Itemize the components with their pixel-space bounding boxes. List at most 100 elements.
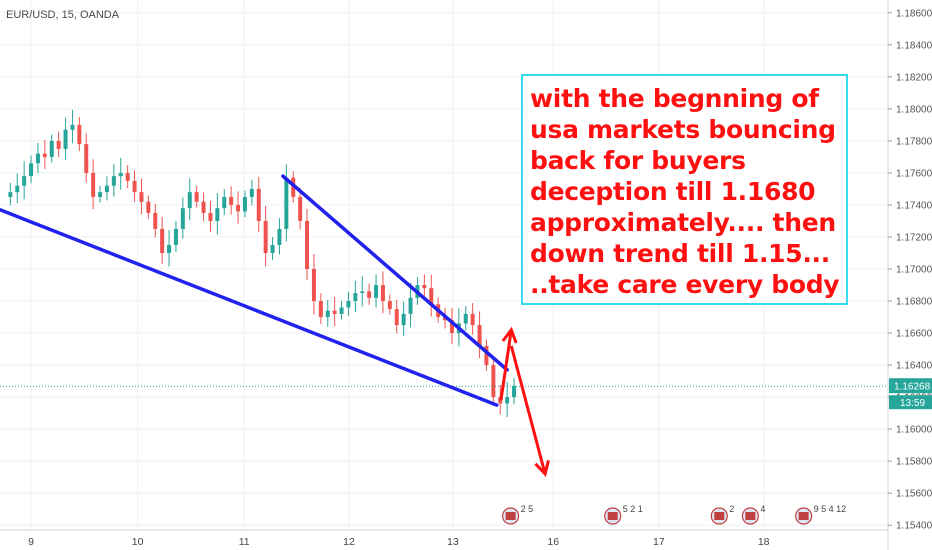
countdown-label: 13:59 (900, 398, 925, 409)
candle-body (498, 397, 503, 404)
y-tick-label: 1.16800 (896, 297, 932, 308)
candle-body (173, 228, 178, 245)
y-tick-label: 1.18400 (896, 40, 932, 51)
arrow-head[interactable] (501, 326, 518, 344)
candle-body (360, 291, 365, 294)
candle-body (463, 313, 468, 324)
candle-body (22, 176, 27, 186)
candle-body (222, 196, 227, 209)
annotation-box: with the begnning of usa markets bouncin… (521, 74, 848, 305)
y-tick-label: 1.15800 (896, 457, 932, 468)
candle-body (236, 204, 241, 212)
event-count-label: 2 (729, 504, 734, 514)
candle-body (194, 192, 199, 202)
candle-body (146, 201, 151, 213)
candle-body (187, 192, 192, 209)
candle-body (15, 185, 20, 193)
candle-body (49, 140, 54, 157)
arrow-shaft[interactable] (509, 345, 547, 475)
candle-body (242, 196, 247, 212)
candle-body (394, 309, 399, 326)
candle-body (180, 208, 185, 229)
y-tick-label: 1.18200 (896, 72, 932, 83)
event-count-label: 2 5 (521, 504, 534, 514)
candle-body (512, 385, 517, 398)
event-count-label: 5 2 1 (623, 504, 643, 514)
candle-body (429, 288, 434, 305)
y-tick-label: 1.17400 (896, 200, 932, 211)
candle-body (318, 301, 323, 318)
event-count-label: 4 (760, 504, 765, 514)
candle-body (167, 244, 172, 253)
annotation-line: deception till 1.1680 (530, 177, 816, 206)
candle-body (325, 310, 330, 318)
x-tick-label: 10 (132, 536, 144, 548)
candle-body (118, 172, 123, 177)
candle-body (491, 365, 496, 398)
candle-body (98, 192, 103, 197)
y-tick-label: 1.17800 (896, 136, 932, 147)
candle-body (104, 185, 109, 193)
y-tick-label: 1.16600 (896, 329, 932, 340)
candle-body (311, 269, 316, 302)
candle-body (153, 212, 158, 229)
y-tick-label: 1.16400 (896, 361, 932, 372)
candle-body (505, 397, 510, 404)
candle-body (298, 196, 303, 221)
candle-body (353, 293, 358, 302)
candle-body (42, 153, 47, 157)
x-tick-label: 11 (239, 536, 250, 548)
candle-body (484, 345, 489, 366)
y-tick-label: 1.18600 (896, 8, 932, 19)
candle-body (91, 172, 96, 197)
x-tick-label: 16 (547, 536, 559, 548)
candle-body (160, 228, 165, 253)
arrow-head[interactable] (534, 460, 550, 477)
annotation-line: with the begnning of (530, 84, 819, 113)
x-tick-label: 18 (758, 536, 770, 548)
event-flag-stripe (607, 512, 618, 520)
trendline[interactable] (0, 208, 499, 407)
countdown-badge (889, 395, 932, 410)
candle-body (270, 244, 275, 253)
arrow-shaft[interactable] (499, 329, 513, 401)
event-flag-stripe (745, 512, 756, 520)
event-count-label: 9 5 4 12 (814, 504, 847, 514)
candle-body (215, 208, 220, 221)
y-tick-label: 1.18000 (896, 104, 932, 115)
x-tick-label: 9 (28, 536, 34, 548)
candle-body (263, 220, 268, 253)
candle-body (284, 177, 289, 229)
y-tick-label: 1.15400 (896, 521, 932, 532)
candle-body (208, 212, 213, 221)
candle-body (111, 176, 116, 186)
candle-body (63, 129, 68, 149)
candle-body (367, 291, 372, 298)
event-flag-stripe (798, 512, 809, 520)
candle-body (132, 180, 137, 193)
x-tick-label: 12 (343, 536, 355, 548)
trendline[interactable] (281, 174, 509, 372)
candle-body (277, 228, 282, 245)
candle-body (77, 124, 82, 145)
event-flag-stripe (505, 512, 516, 520)
y-tick-label: 1.17000 (896, 265, 932, 276)
candle-body (422, 285, 427, 289)
y-tick-label: 1.17600 (896, 168, 932, 179)
candle-body (387, 301, 392, 310)
y-tick-label: 1.15600 (896, 489, 932, 500)
candle-body (380, 285, 385, 302)
candle-body (477, 325, 482, 346)
candle-body (125, 172, 130, 181)
candle-body (29, 163, 34, 177)
y-tick-label: 1.16000 (896, 425, 932, 436)
candle-body (408, 297, 413, 314)
annotation-line: ..take care every body (530, 270, 840, 299)
annotation-line: approximately.... then (530, 208, 836, 237)
candle-body (256, 188, 261, 221)
last-price-badge (889, 378, 932, 394)
candle-body (443, 317, 448, 321)
candle-body (249, 188, 254, 197)
